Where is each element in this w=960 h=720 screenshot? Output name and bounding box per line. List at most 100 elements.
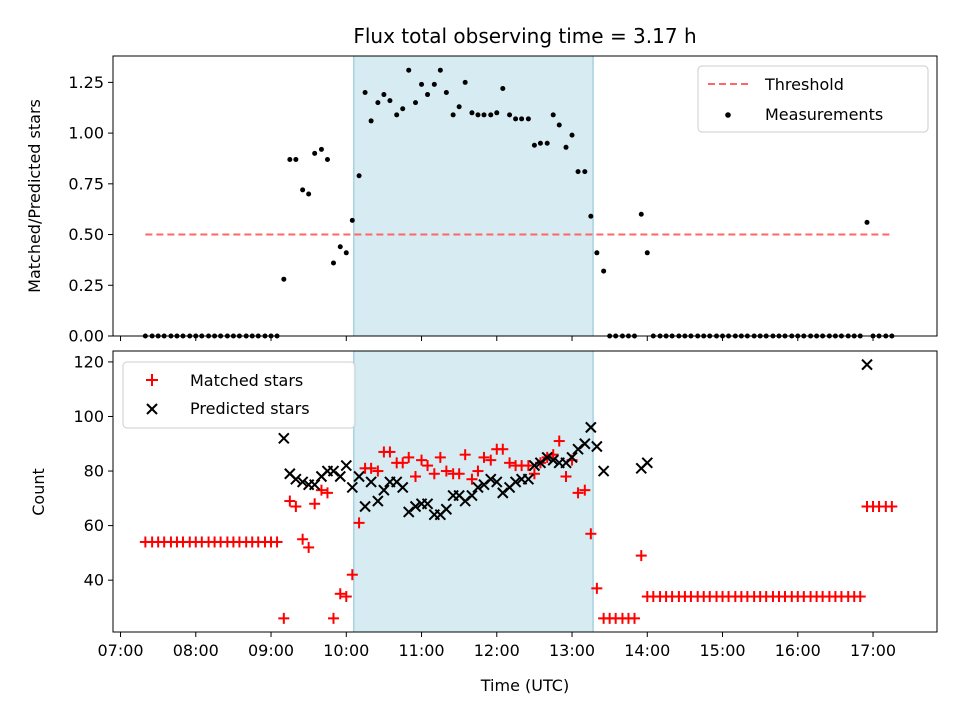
predicted-star-point bbox=[585, 421, 597, 434]
predicted-star-point bbox=[528, 459, 541, 472]
measurement-point bbox=[481, 112, 487, 118]
measurement-point bbox=[387, 98, 393, 104]
x-tick-label: 07:00 bbox=[97, 641, 143, 660]
matched-star-point bbox=[504, 457, 516, 469]
measurement-point bbox=[864, 219, 870, 225]
matched-star-point bbox=[321, 487, 333, 499]
top-y-tick-label: 1.25 bbox=[68, 73, 104, 92]
predicted-star-point bbox=[278, 432, 290, 445]
x-tick-label: 17:00 bbox=[850, 641, 896, 660]
measurement-point bbox=[544, 140, 550, 146]
predicted-star-point bbox=[334, 470, 346, 483]
bottom-y-tick-label: 60 bbox=[84, 516, 104, 535]
x-tick-label: 15:00 bbox=[699, 641, 745, 660]
measurement-point bbox=[563, 144, 569, 150]
legend-matched-swatch bbox=[146, 374, 158, 386]
predicted-star-point bbox=[522, 473, 535, 485]
ratio-panel: 0.00 0.25 0.50 0.75 1.00 1.25 Flux total obse… bbox=[25, 24, 938, 346]
measurement-point bbox=[330, 260, 336, 266]
matched-star-point bbox=[440, 465, 452, 477]
measurement-point bbox=[525, 116, 531, 122]
matched-star-point bbox=[528, 468, 540, 480]
matched-star-point bbox=[572, 487, 584, 499]
x-tick-label: 16:00 bbox=[775, 641, 821, 660]
predicted-star-point bbox=[579, 438, 591, 450]
x-tick-label: 13:00 bbox=[549, 641, 595, 660]
measurement-point bbox=[450, 112, 456, 118]
bottom-legend: Matched stars Predicted stars bbox=[122, 361, 356, 429]
legend-predicted-label: Predicted stars bbox=[190, 399, 310, 418]
measurement-point bbox=[443, 90, 449, 96]
matched-star-point bbox=[428, 468, 440, 480]
matched-star-point bbox=[560, 470, 572, 482]
predicted-star-point bbox=[861, 358, 873, 371]
predicted-star-point bbox=[566, 451, 578, 464]
matched-star-point bbox=[397, 457, 409, 469]
predicted-star-point bbox=[466, 489, 478, 502]
x-tick-label: 08:00 bbox=[173, 641, 219, 660]
x-tick-label: 12:00 bbox=[474, 641, 520, 660]
top-y-tick-label: 0.75 bbox=[68, 174, 104, 193]
matched-star-point bbox=[478, 451, 490, 463]
matched-star-point bbox=[628, 612, 640, 624]
measurement-point bbox=[594, 250, 600, 256]
measurement-point bbox=[400, 106, 406, 112]
matched-star-point bbox=[297, 533, 309, 545]
measurement-point bbox=[287, 156, 293, 162]
x-tick-label: 10:00 bbox=[323, 641, 369, 660]
predicted-star-point bbox=[409, 500, 422, 513]
bottom-y-tick-label: 120 bbox=[73, 352, 104, 371]
matched-star-point bbox=[365, 462, 377, 474]
measurement-point bbox=[601, 268, 607, 274]
matched-star-point bbox=[340, 591, 352, 603]
matched-star-point bbox=[410, 470, 422, 482]
matched-star-point bbox=[553, 435, 565, 447]
predicted-star-point bbox=[541, 451, 553, 464]
predicted-star-point bbox=[353, 470, 365, 483]
matched-star-point bbox=[315, 484, 327, 496]
measurement-point bbox=[300, 187, 306, 193]
measurement-point bbox=[394, 112, 400, 118]
x-tick-label: 11:00 bbox=[398, 641, 444, 660]
legend-threshold-label: Threshold bbox=[764, 75, 844, 94]
measurement-point bbox=[537, 140, 543, 146]
matched-star-point bbox=[585, 528, 597, 540]
measurement-point bbox=[324, 156, 330, 162]
observing-time-span bbox=[353, 55, 594, 337]
matched-star-point bbox=[403, 451, 415, 463]
measurement-point bbox=[375, 100, 381, 106]
measurement-point bbox=[381, 92, 387, 98]
matched-star-point bbox=[384, 446, 396, 458]
matched-star-point bbox=[485, 454, 497, 466]
predicted-star-point bbox=[397, 481, 409, 494]
top-y-tick-label: 1.00 bbox=[68, 124, 104, 143]
legend-predicted-swatch bbox=[146, 403, 158, 415]
predicted-star-point bbox=[378, 484, 390, 496]
measurement-point bbox=[575, 169, 581, 175]
matched-star-point bbox=[466, 473, 478, 485]
predicted-star-point bbox=[472, 481, 484, 494]
predicted-star-point bbox=[485, 473, 497, 485]
measurement-point bbox=[488, 112, 494, 118]
matched-star-point bbox=[271, 536, 283, 548]
measurement-point bbox=[362, 90, 368, 96]
measurement-point bbox=[425, 92, 431, 98]
matched-star-point bbox=[886, 501, 898, 513]
predicted-star-point bbox=[509, 476, 522, 488]
measurement-point bbox=[312, 150, 318, 156]
measurement-point bbox=[419, 81, 425, 87]
predicted-star-point bbox=[491, 476, 503, 488]
measurement-point bbox=[349, 217, 355, 223]
top-y-tick-label: 0.50 bbox=[68, 225, 104, 244]
measurement-point bbox=[318, 146, 324, 152]
measurement-point bbox=[356, 173, 362, 179]
measurement-point bbox=[507, 112, 513, 118]
matched-star-point bbox=[497, 443, 509, 455]
measurement-point bbox=[494, 110, 500, 116]
predicted-star-point bbox=[641, 457, 653, 469]
matched-star-point bbox=[422, 460, 434, 472]
measurement-point bbox=[293, 156, 299, 162]
measurement-point bbox=[500, 85, 506, 91]
matched-star-point bbox=[579, 484, 591, 496]
measurement-point bbox=[431, 81, 437, 87]
